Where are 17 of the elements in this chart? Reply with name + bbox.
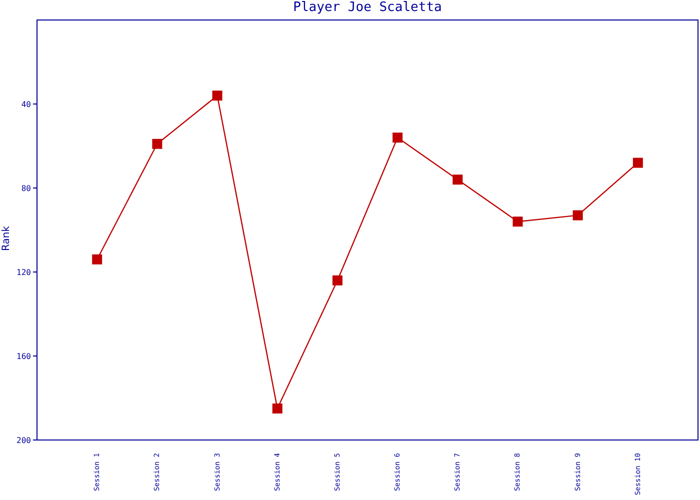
point <box>332 275 342 286</box>
y-axis-title: Rank <box>1 226 12 251</box>
point <box>572 210 583 220</box>
y-tick-label: 80 <box>21 184 32 193</box>
point <box>152 138 162 149</box>
y-tick-label: 120 <box>16 268 32 277</box>
y-tick-label: 40 <box>21 100 32 109</box>
point <box>452 174 463 185</box>
y-tick-label: 160 <box>16 352 32 361</box>
point <box>212 90 222 101</box>
point <box>512 216 523 227</box>
point <box>632 158 643 168</box>
point <box>392 132 403 143</box>
point <box>92 254 102 264</box>
point <box>272 404 282 414</box>
y-tick-label: 200 <box>16 436 32 445</box>
chart-title: Player Joe Scaletta <box>292 0 443 15</box>
